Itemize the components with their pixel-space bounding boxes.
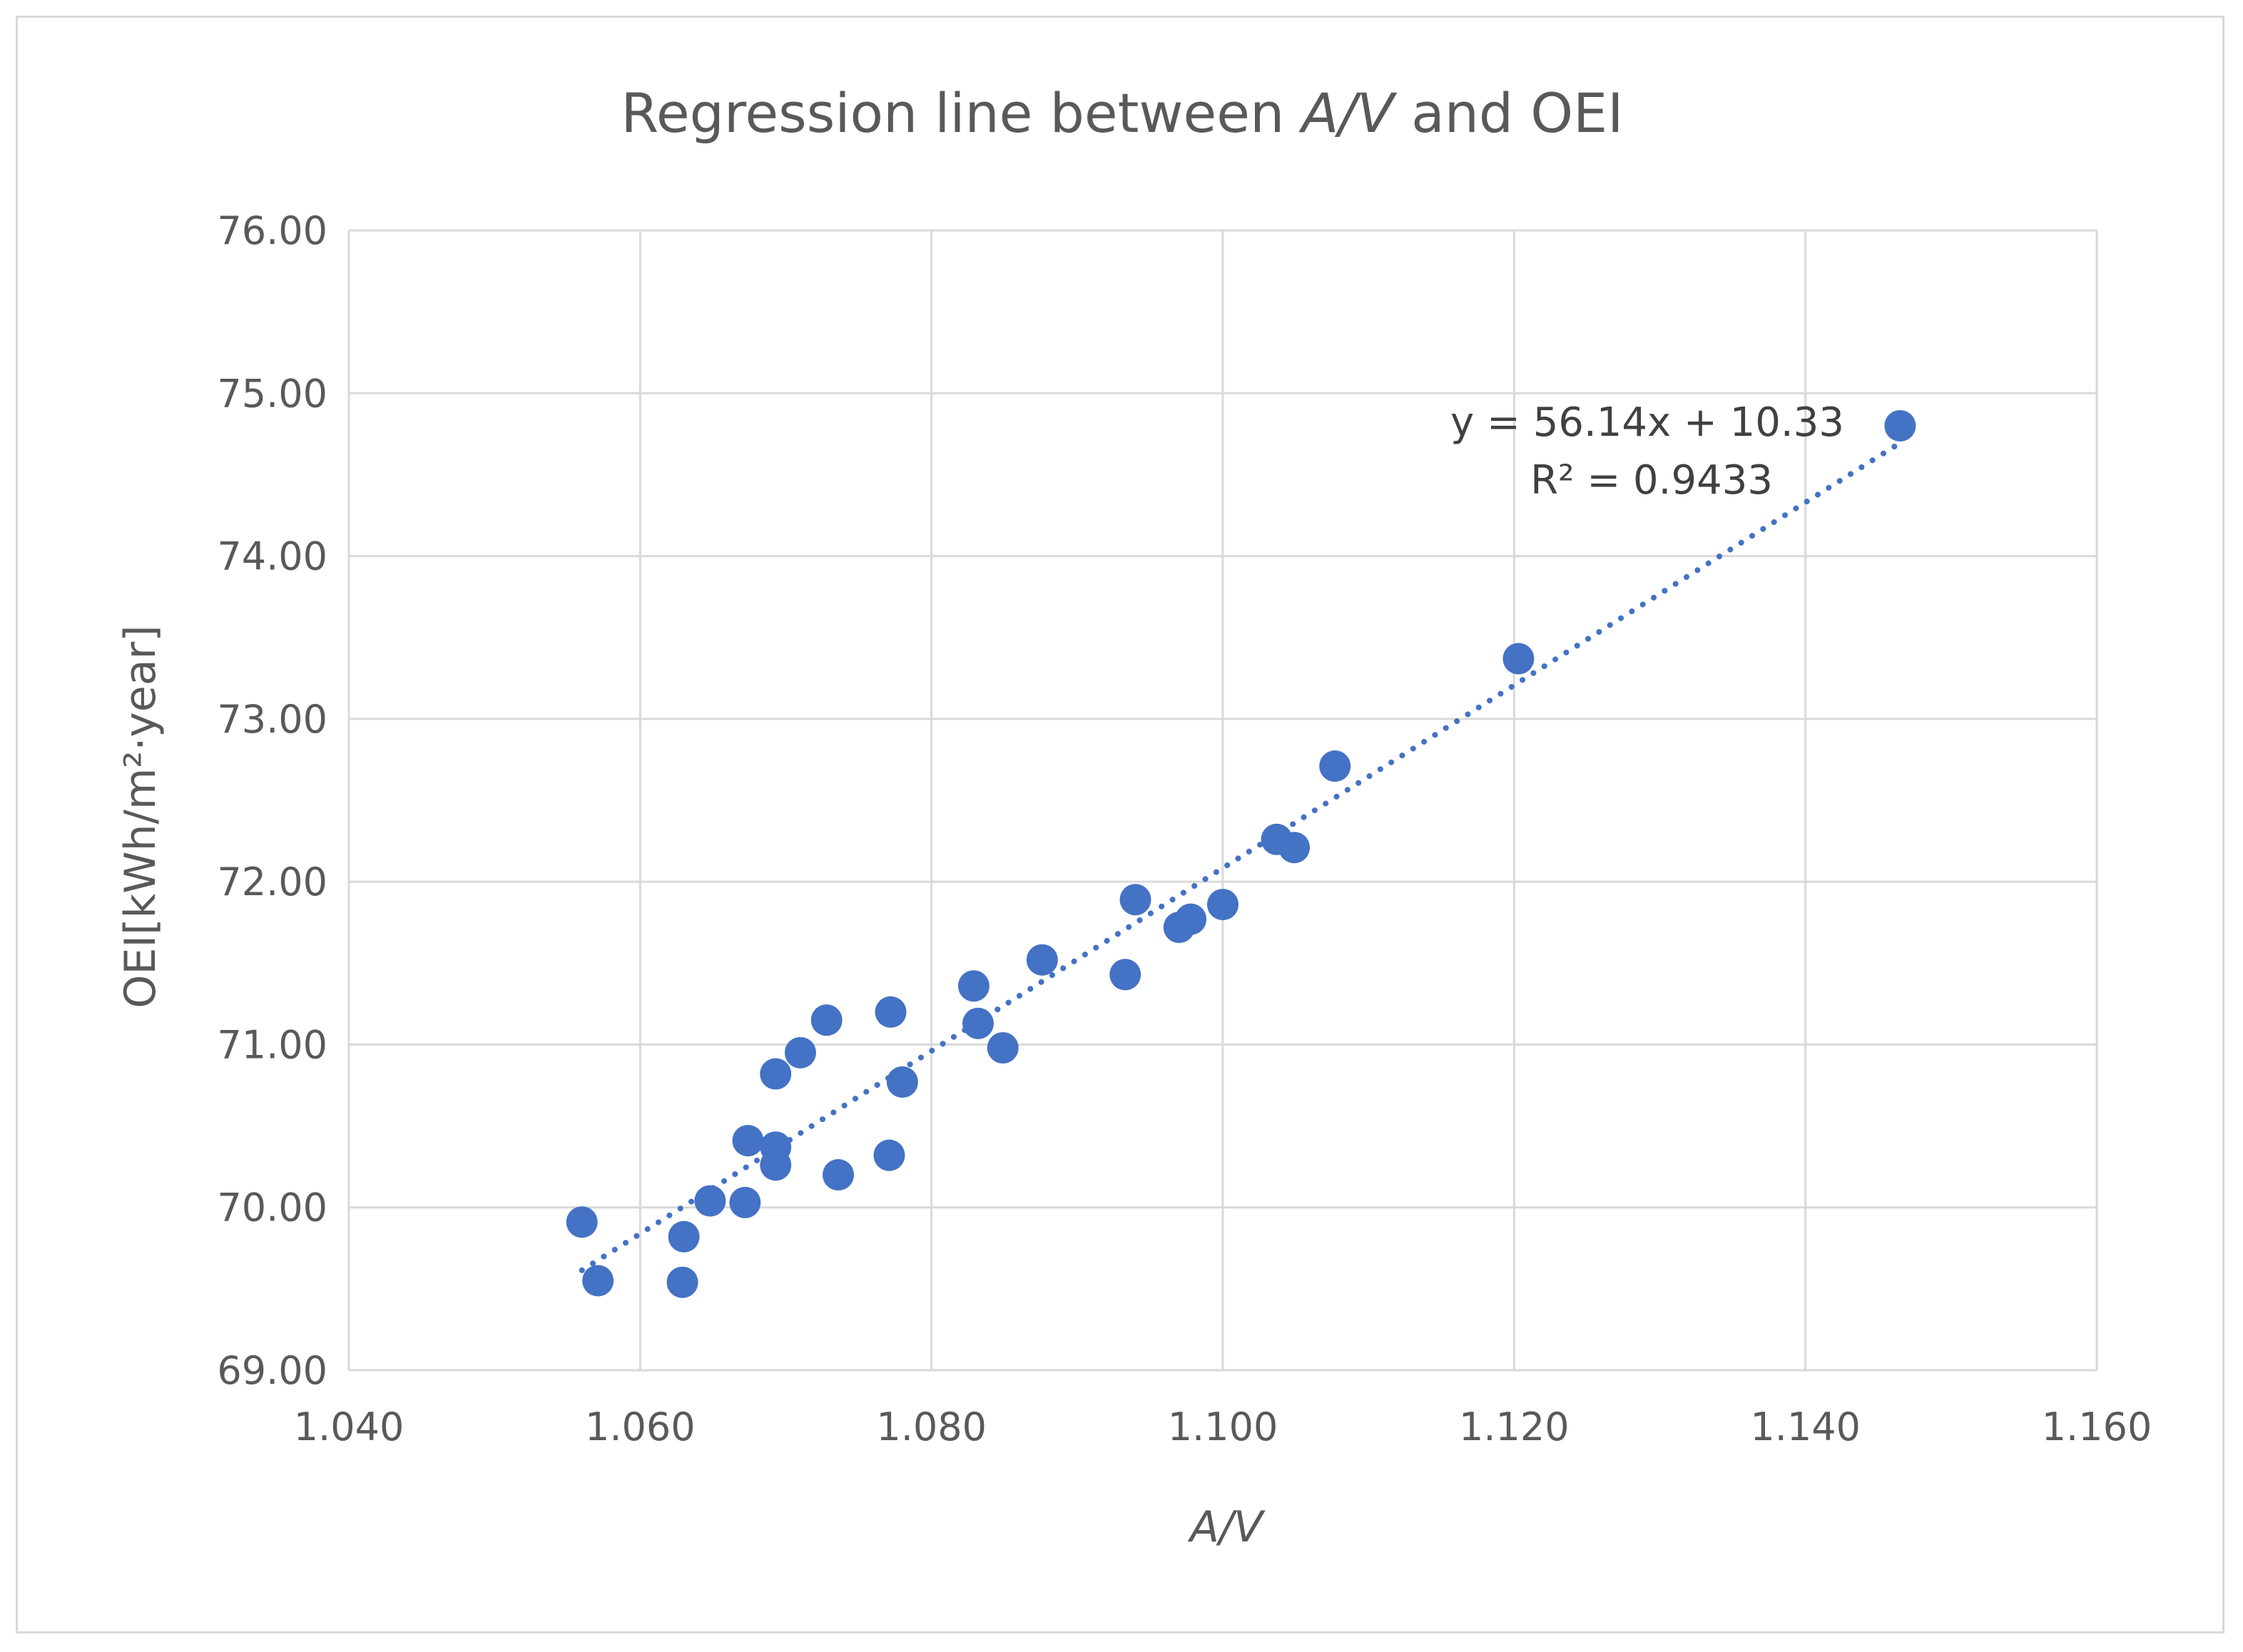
data-point: [1207, 889, 1239, 921]
data-point: [823, 1159, 854, 1191]
y-tick-label: 70.00: [217, 1186, 327, 1230]
y-tick-label: 71.00: [217, 1022, 327, 1067]
data-point: [1119, 884, 1151, 916]
data-point: [1175, 903, 1207, 935]
data-point: [732, 1125, 764, 1157]
chart-title: Regression line between A/V and OEI: [621, 81, 1623, 145]
data-point: [760, 1058, 792, 1090]
y-tick-label: 69.00: [217, 1348, 327, 1393]
data-point: [957, 970, 990, 1002]
chart-title-part-3: and OEI: [1394, 81, 1624, 145]
data-point: [582, 1265, 614, 1297]
data-point: [666, 1266, 698, 1298]
y-tick-layer: 69.00 70.00 71.00 72.00 73.00 74.00 75.00 76.00: [217, 208, 327, 1393]
x-tick-label: 1.120: [1459, 1404, 1570, 1449]
x-tick-layer: 1.040 1.060 1.080 1.100 1.120 1.140 1.160: [294, 1404, 2152, 1449]
y-tick-label: 74.00: [217, 534, 327, 579]
data-point: [694, 1185, 726, 1217]
x-tick-label: 1.160: [2042, 1404, 2152, 1449]
trendline-equation-label: y = 56.14x + 10.33: [1450, 399, 1844, 446]
data-point: [760, 1149, 792, 1181]
point-layer: [566, 409, 1916, 1298]
data-point: [810, 1004, 843, 1036]
chart-title-part-1: Regression line between: [621, 81, 1301, 145]
data-point: [886, 1066, 918, 1098]
data-point: [873, 1139, 905, 1171]
data-point: [784, 1036, 816, 1069]
x-tick-label: 1.140: [1750, 1404, 1861, 1449]
data-point: [1884, 409, 1916, 442]
data-point: [962, 1007, 994, 1039]
data-point: [1278, 832, 1311, 864]
data-point: [1319, 750, 1351, 782]
x-tick-label: 1.060: [585, 1404, 696, 1449]
trendline: [579, 440, 1903, 1273]
y-tick-label: 75.00: [217, 371, 327, 416]
y-tick-label: 72.00: [217, 860, 327, 904]
x-tick-label: 1.100: [1168, 1404, 1278, 1449]
trendline-r2-label: R² = 0.9433: [1530, 457, 1773, 504]
chart-svg: Regression line between A/V and OEI 69.0…: [116, 81, 2152, 1552]
y-tick-label: 76.00: [217, 208, 327, 253]
y-tick-label: 73.00: [217, 697, 327, 742]
data-point: [566, 1206, 598, 1238]
chart-frame: Regression line between A/V and OEI 69.0…: [16, 16, 2224, 1633]
x-tick-label: 1.080: [876, 1404, 987, 1449]
x-axis-title: A/V: [1187, 1502, 1266, 1552]
x-tick-label: 1.040: [294, 1404, 405, 1449]
data-point: [1026, 944, 1058, 976]
y-axis-title: OEI[kWh/m²·year]: [116, 625, 166, 1008]
data-point: [668, 1220, 700, 1253]
data-point: [729, 1186, 761, 1218]
data-point: [987, 1031, 1019, 1064]
data-point: [875, 996, 907, 1028]
data-point: [1109, 959, 1141, 991]
grid-layer: [347, 229, 2098, 1372]
data-point: [1502, 643, 1535, 675]
chart-title-part-2: A/V: [1298, 81, 1398, 145]
